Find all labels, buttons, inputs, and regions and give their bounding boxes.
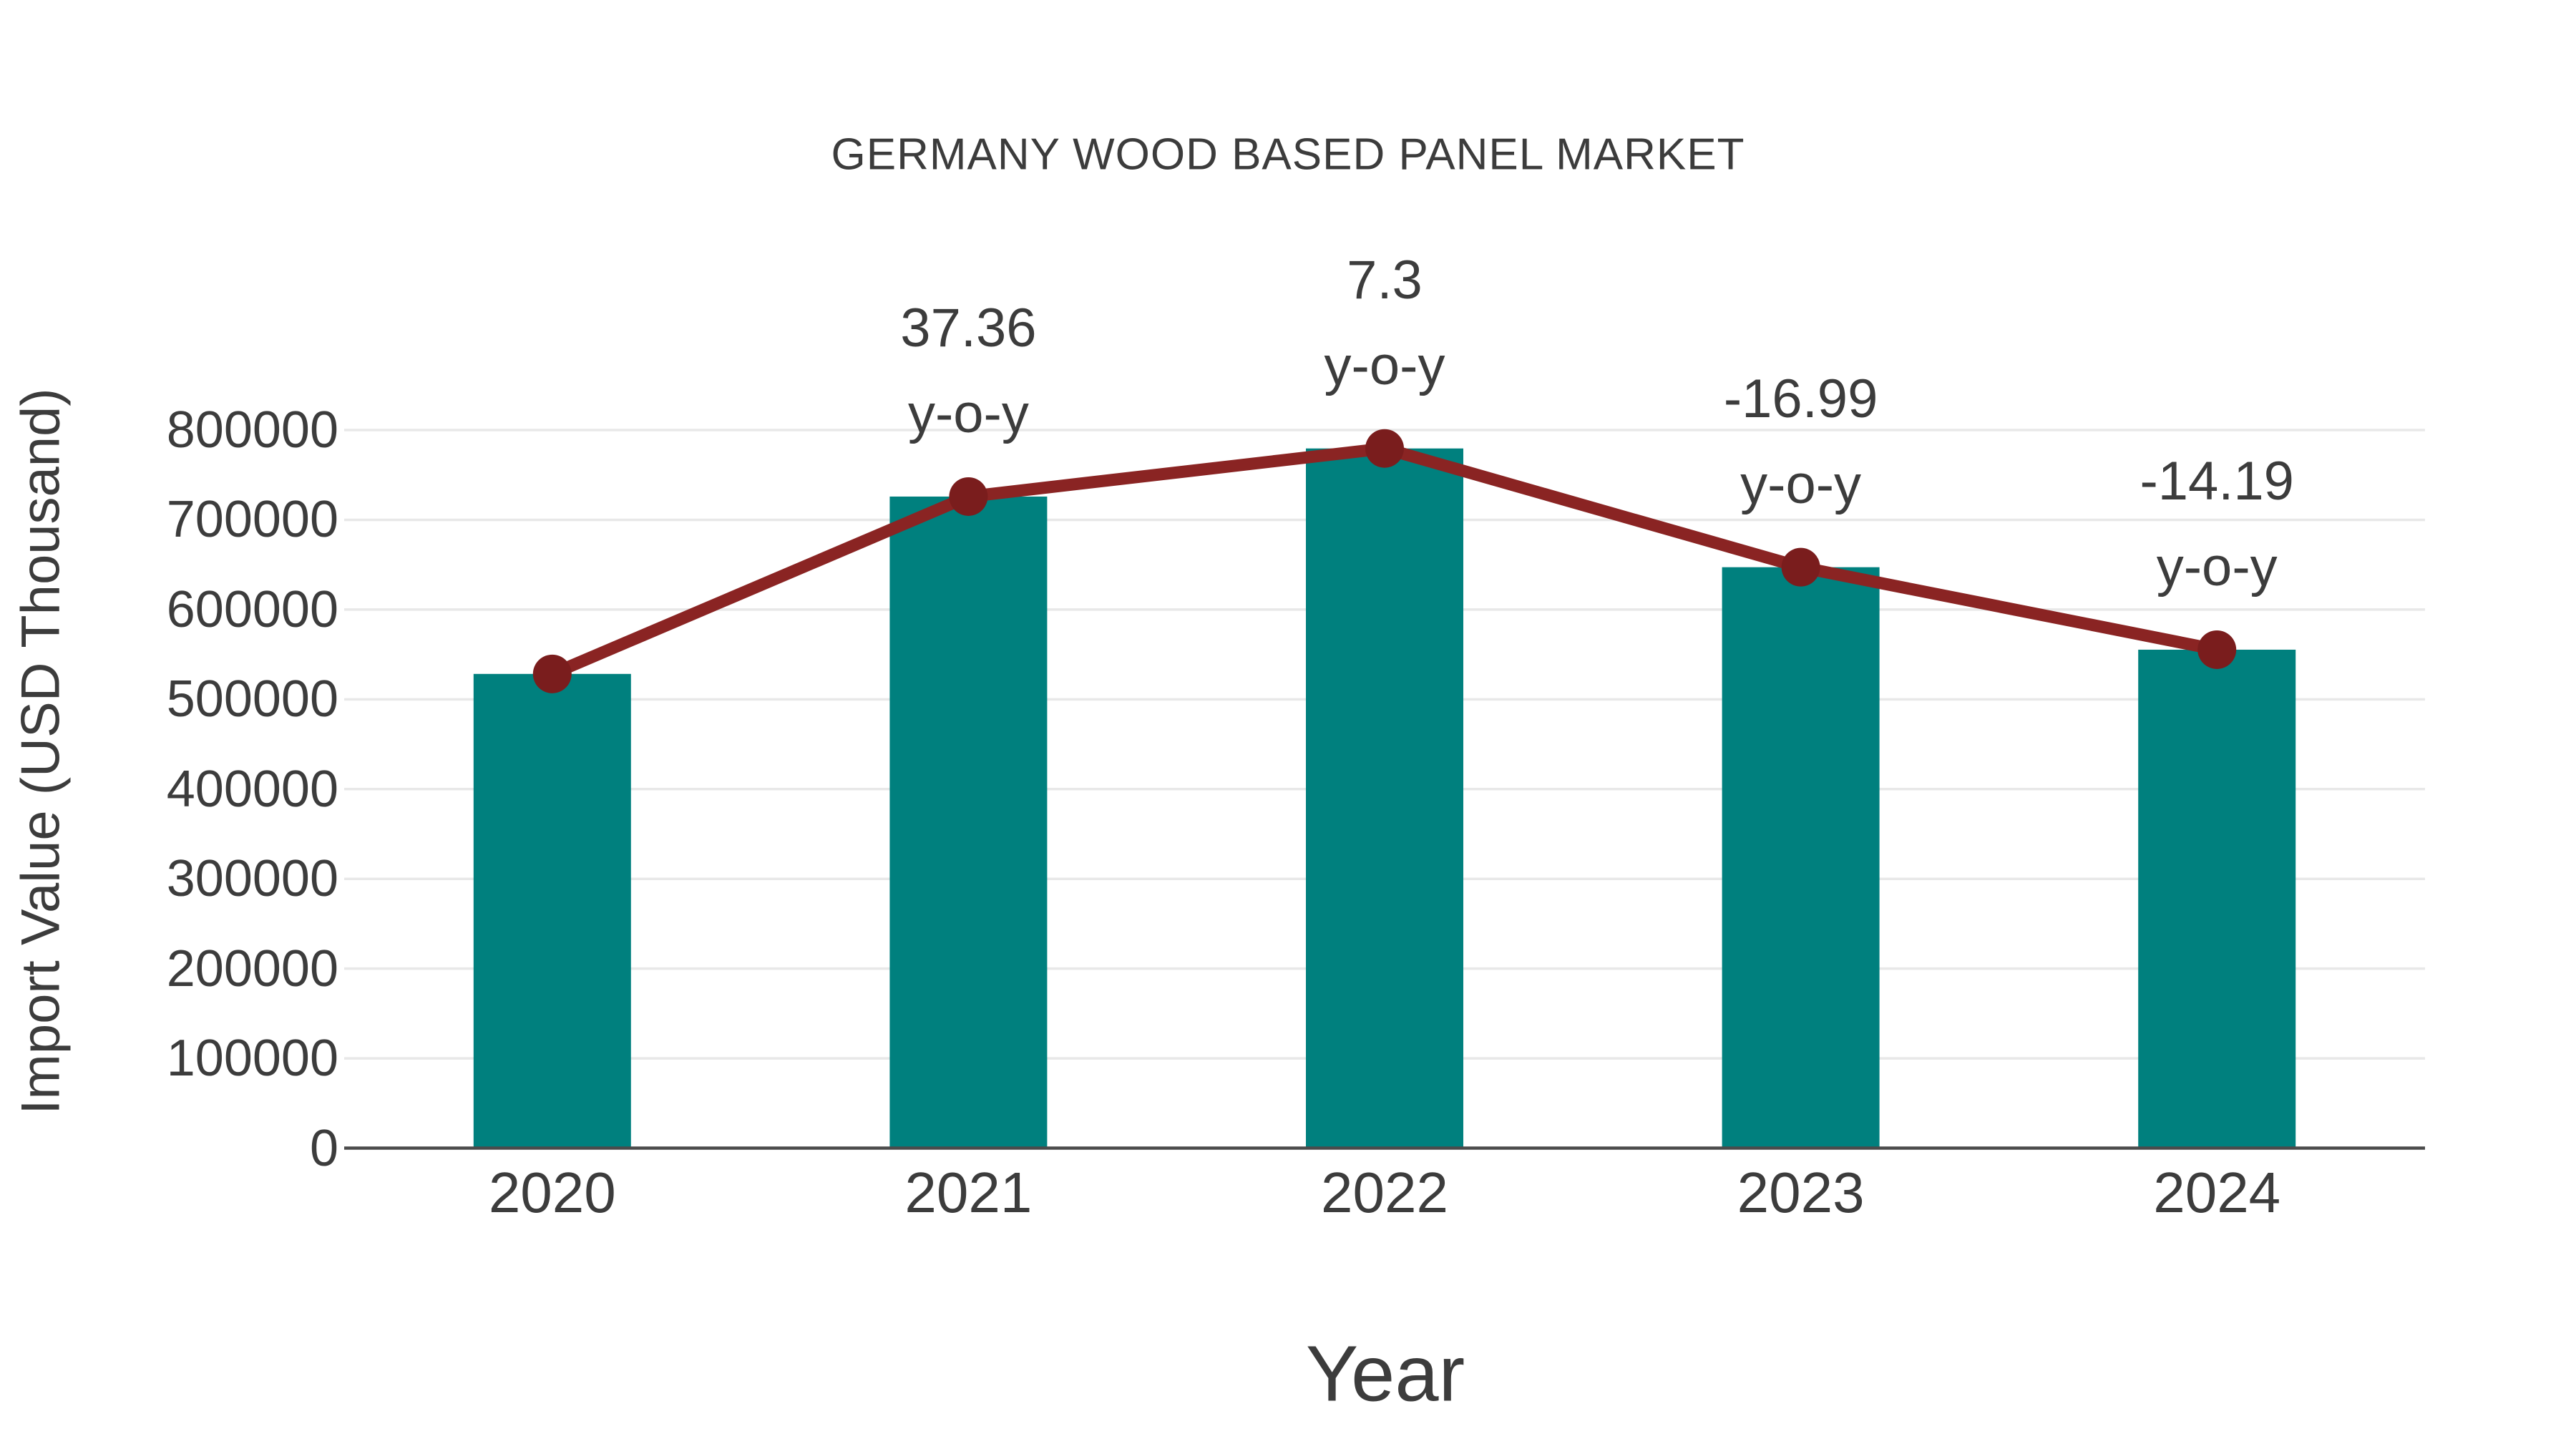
annotation-value-2024: -14.19 — [2140, 450, 2294, 512]
annotation-value-2022: 7.3 — [1347, 249, 1423, 311]
chart-title: GERMANY WOOD BASED PANEL MARKET — [831, 130, 1745, 180]
y-tick-700000: 700000 — [166, 491, 338, 549]
line-marker-2020[interactable] — [532, 654, 572, 693]
line-marker-2022[interactable] — [1365, 429, 1404, 468]
x-tick-2021: 2021 — [904, 1161, 1033, 1224]
bar-2021[interactable] — [889, 496, 1048, 1148]
y-tick-600000: 600000 — [166, 580, 338, 638]
annotation-suffix-2023: y-o-y — [1740, 454, 1862, 515]
x-tick-2022: 2022 — [1321, 1161, 1448, 1224]
y-tick-0: 0 — [309, 1119, 338, 1177]
y-tick-100000: 100000 — [166, 1030, 338, 1088]
y-tick-200000: 200000 — [166, 940, 338, 997]
line-marker-2021[interactable] — [949, 477, 988, 516]
annotation-value-2023: -16.99 — [1723, 368, 1878, 429]
bar-2024[interactable] — [2138, 649, 2296, 1148]
y-tick-800000: 800000 — [166, 401, 338, 459]
line-marker-2023[interactable] — [1781, 547, 1820, 587]
bar-2023[interactable] — [1722, 567, 1880, 1148]
y-axis-title: Import Value (USD Thousand) — [10, 388, 72, 1115]
annotation-suffix-2024: y-o-y — [2156, 536, 2278, 597]
y-tick-500000: 500000 — [166, 670, 338, 728]
line-marker-2024[interactable] — [2197, 630, 2237, 669]
x-tick-2020: 2020 — [488, 1161, 616, 1224]
bar-2020[interactable] — [473, 673, 631, 1148]
x-axis-title: Year — [1305, 1330, 1465, 1418]
annotation-suffix-2022: y-o-y — [1324, 335, 1445, 396]
y-tick-300000: 300000 — [166, 850, 338, 908]
x-tick-2023: 2023 — [1737, 1161, 1865, 1224]
x-tick-2024: 2024 — [2153, 1161, 2281, 1224]
annotation-value-2021: 37.36 — [900, 297, 1037, 358]
bar-2022[interactable] — [1306, 448, 1463, 1148]
annotation-suffix-2021: y-o-y — [907, 383, 1029, 444]
y-tick-400000: 400000 — [166, 760, 338, 818]
